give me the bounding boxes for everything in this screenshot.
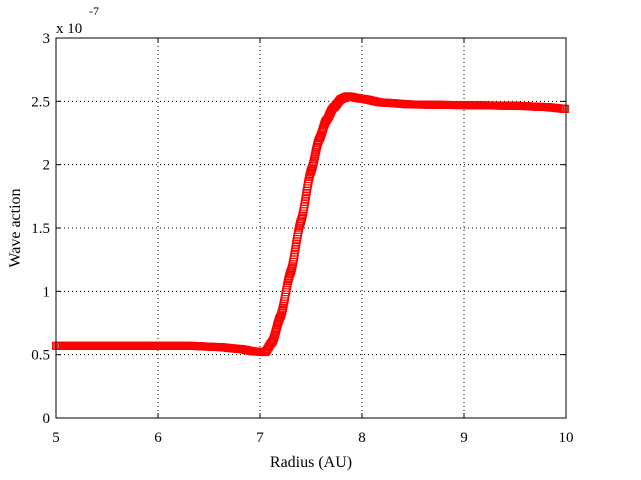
x-tick-label: 6 xyxy=(154,430,162,446)
y-tick-label: 1 xyxy=(43,284,51,300)
y-tick-label: 0.5 xyxy=(31,348,50,364)
x-tick-label: 10 xyxy=(559,430,574,446)
y-axis-label: Wave action xyxy=(7,188,24,267)
y-tick-label: 0 xyxy=(43,411,51,427)
y-tick-label: 3 xyxy=(43,31,51,47)
x-tick-label: 9 xyxy=(460,430,468,446)
axis-ticks xyxy=(55,37,567,419)
y-scale-exponent: -7 xyxy=(89,4,99,18)
data-marker xyxy=(561,104,570,113)
x-tick-label: 8 xyxy=(358,430,366,446)
y-tick-labels: 0 0.5 1 1.5 2 2.5 3 xyxy=(31,31,50,427)
x-tick-label: 7 xyxy=(256,430,264,446)
y-tick-label: 2.5 xyxy=(31,94,50,110)
y-tick-label: 2 xyxy=(43,158,51,174)
data-markers xyxy=(52,92,570,357)
x-tick-labels: 5 6 7 8 9 10 xyxy=(52,430,573,446)
y-scale-multiplier: x 10 xyxy=(56,21,82,37)
y-tick-label: 1.5 xyxy=(31,221,50,237)
x-axis-label: Radius (AU) xyxy=(270,454,352,471)
x-tick-label: 5 xyxy=(52,430,60,446)
